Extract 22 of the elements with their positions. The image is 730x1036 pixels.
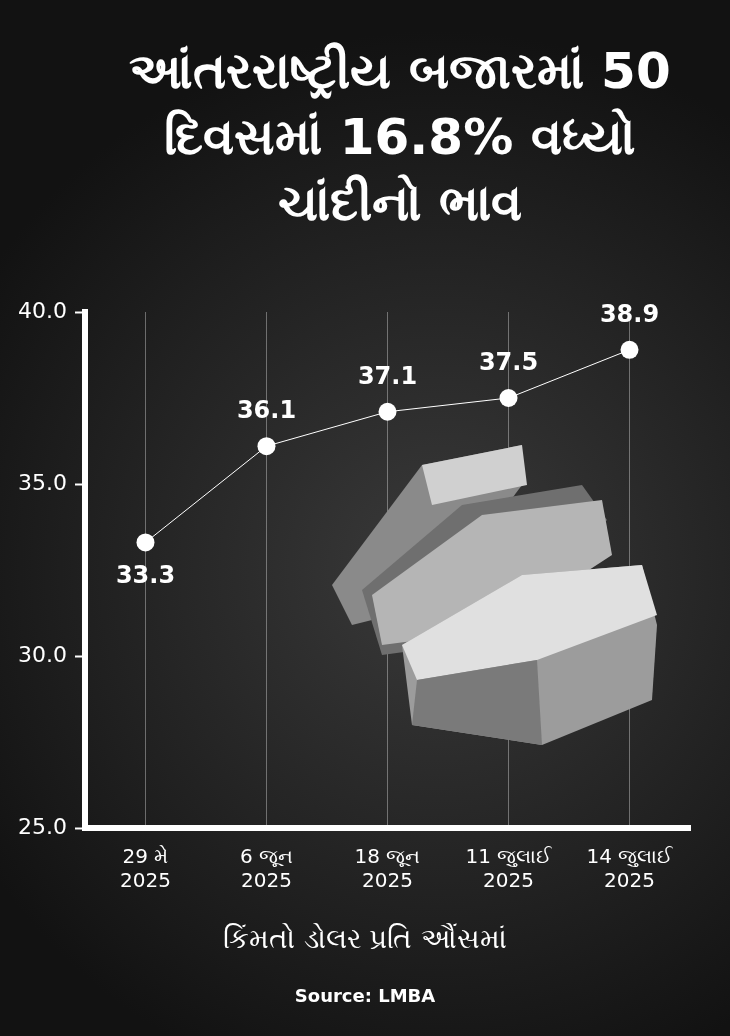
x-axis-title: કિંમતો ડોલર પ્રતિ ઔંસમાં [221,922,509,956]
x-tick-label: 14 જુલાઈ 2025 [586,844,674,893]
point [136,533,155,552]
point [257,437,276,456]
y-tick-label: 30.0 [18,641,67,667]
y-tick-label: 40.0 [18,297,67,323]
x-tick-label: 6 જૂન 2025 [239,844,294,893]
source-note: Source: LMBA [293,985,437,1006]
x-tick-label: 29 મે 2025 [120,844,171,893]
chart-title: આંતરરાષ્ટ્રીય બજારમાં 50 દિવસમાં 16.8% વધ્યો ચાંદીનો ભાવ [128,41,672,234]
data-label: 37.1 [357,361,418,390]
y-tick-label: 35.0 [18,469,67,495]
point [620,340,639,359]
data-label: 38.9 [599,300,660,329]
y-tick-label: 25.0 [18,813,67,839]
data-label: 37.5 [478,348,539,377]
point [499,389,518,407]
point [378,402,397,421]
x-tick-label: 18 જૂન 2025 [354,844,421,893]
data-label: 36.1 [236,396,297,425]
data-label: 33.3 [115,560,176,589]
x-tick-label: 11 જુલાઈ 2025 [465,844,553,893]
